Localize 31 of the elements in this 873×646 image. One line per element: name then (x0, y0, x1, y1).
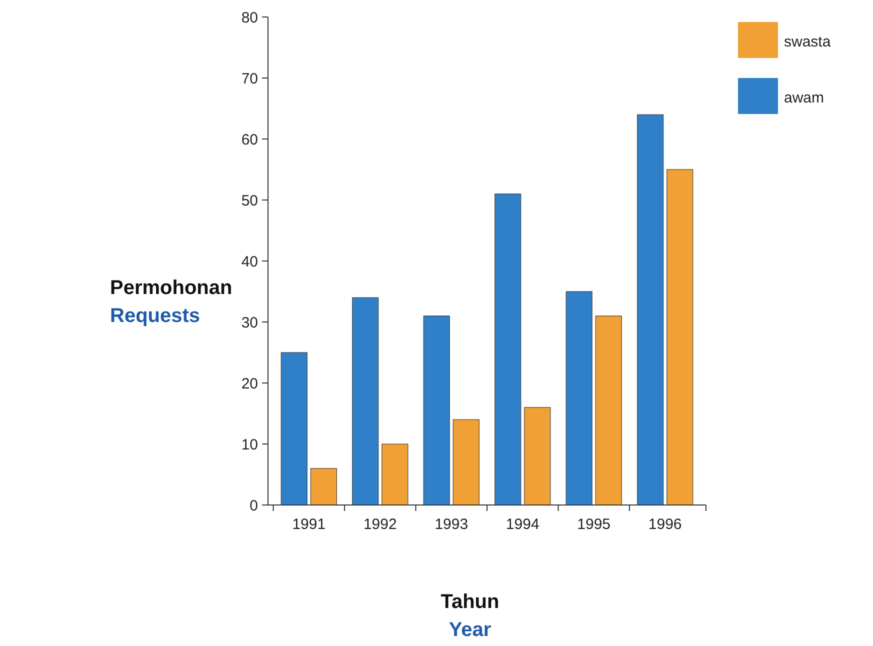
bar (494, 194, 522, 506)
x-tick-label: 1996 (648, 516, 682, 533)
y-tick-label: 50 (241, 192, 258, 210)
bar (637, 114, 664, 506)
y-axis-title: Permohonan Requests (110, 277, 232, 327)
bar (452, 419, 480, 506)
y-tick-label: 80 (241, 9, 258, 26)
bar (595, 316, 622, 506)
bar (352, 297, 379, 506)
bar (666, 169, 694, 506)
bar (382, 444, 408, 506)
y-tick-label: 20 (241, 375, 258, 392)
bar (310, 468, 337, 506)
y-tick-label: 70 (241, 70, 258, 88)
x-axis-title: Tahun Year (440, 591, 500, 641)
y-tick-label: 10 (241, 436, 258, 454)
x-tick-label: 1993 (434, 516, 468, 533)
bar (280, 352, 308, 506)
legend-label: awam (784, 89, 824, 106)
x-tick-label: 1994 (506, 516, 540, 533)
bar (566, 291, 592, 506)
x-tick-label: 1991 (292, 516, 326, 533)
y-tick-label: 30 (241, 314, 258, 332)
y-tick-label: 40 (241, 253, 258, 270)
y-tick-label: 60 (241, 131, 258, 148)
bar (524, 407, 551, 506)
bar (423, 316, 450, 506)
legend-label: swasta (784, 33, 832, 50)
x-tick-label: 1995 (577, 516, 611, 533)
y-tick-label: 0 (250, 497, 258, 514)
x-tick-label: 1992 (363, 516, 397, 533)
